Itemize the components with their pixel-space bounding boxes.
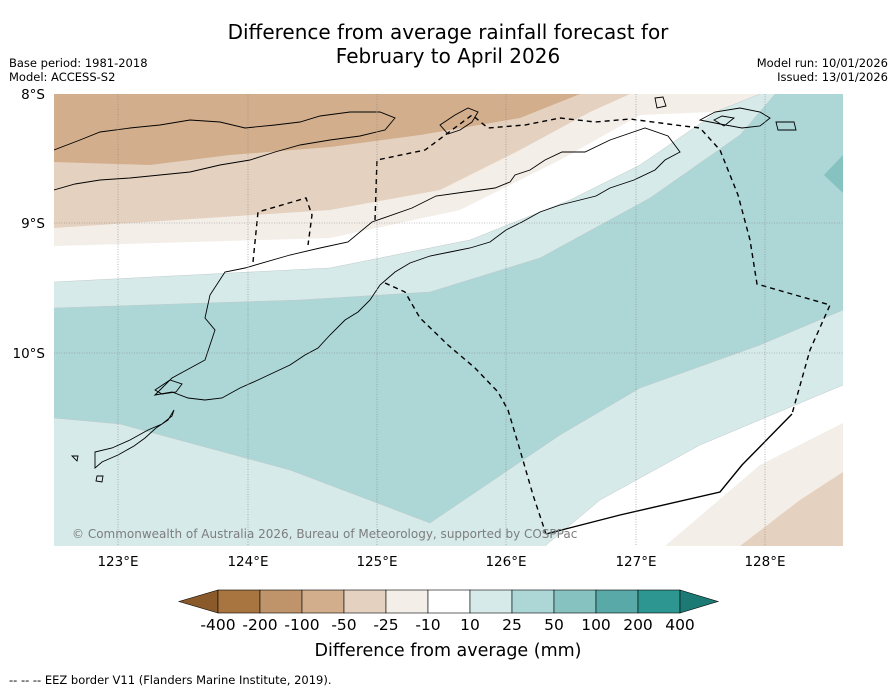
lon-label: 127°E	[615, 554, 656, 570]
colorbar-swatch-low-extend	[177, 589, 219, 614]
colorbar-tick: 50	[544, 616, 564, 634]
colorbar-swatch	[637, 589, 681, 614]
lon-label: 128°E	[744, 554, 785, 570]
island-outline-4	[775, 121, 797, 131]
chart-title: Difference from average rainfall forecas…	[0, 20, 896, 68]
lon-label: 126°E	[485, 554, 526, 570]
lat-label: 9°S	[21, 216, 45, 232]
colorbar-swatch	[469, 589, 513, 614]
coastlines	[54, 96, 797, 483]
colorbar-swatch-high-extend	[679, 589, 720, 614]
map-area: © Commonwealth of Australia 2026, Bureau…	[54, 94, 843, 546]
island-outline-2	[654, 96, 667, 109]
graticule	[54, 94, 843, 546]
colorbar-tick: -200	[242, 616, 277, 634]
model-run-date: Model run: 10/01/2026	[756, 56, 888, 70]
lat-label: 8°S	[21, 87, 45, 103]
title-line-2: February to April 2026	[335, 44, 561, 68]
colorbar-swatch	[553, 589, 597, 614]
colorbar-swatch	[343, 589, 387, 614]
island-outline-3	[713, 115, 736, 127]
colorbar-tick: 10	[460, 616, 480, 634]
colorbar-tick: 200	[623, 616, 653, 634]
wetar-coastline	[698, 107, 771, 129]
colorbar-swatch	[301, 589, 345, 614]
colorbar-tick: 400	[665, 616, 695, 634]
timor-coastline	[153, 127, 681, 401]
eez-dashed-south	[384, 282, 547, 535]
lon-label: 123°E	[97, 554, 138, 570]
band-minus50	[54, 94, 580, 165]
lon-label: 124°E	[227, 554, 268, 570]
eez-borders	[252, 114, 831, 535]
colorbar-swatch	[259, 589, 303, 614]
colorbar-tick: -25	[373, 616, 398, 634]
colorbar-ticks: -400 -200 -100 -50 -25 -10 10 25 50 100 …	[200, 616, 694, 634]
model-name: Model: ACCESS-S2	[9, 70, 116, 84]
eez-footnote: -- -- -- EEZ border V11 (Flanders Marine…	[9, 673, 332, 687]
colorbar-tick: -50	[331, 616, 356, 634]
colorbar-swatch	[511, 589, 555, 614]
eez-solid-south	[545, 413, 793, 535]
band-se-minus25	[740, 472, 843, 546]
title-line-1: Difference from average rainfall forecas…	[227, 20, 669, 44]
band-plus50	[824, 155, 843, 193]
colorbar-tick: -400	[200, 616, 235, 634]
lon-label: 125°E	[356, 554, 397, 570]
base-period: Base period: 1981-2018	[9, 56, 148, 70]
ndao-outline	[95, 475, 104, 483]
lat-label: 10°S	[13, 346, 46, 362]
longitude-labels: 123°E 124°E 125°E 126°E 127°E 128°E	[97, 554, 785, 570]
colorbar-swatch	[427, 589, 471, 614]
rote-outline	[94, 409, 175, 469]
colorbar-swatch	[217, 589, 261, 614]
colorbar-swatch	[385, 589, 429, 614]
eez-dashed-west	[252, 197, 313, 263]
colorbar-tick: -100	[284, 616, 319, 634]
colorbar-tick: -10	[415, 616, 440, 634]
semau-outline	[154, 379, 183, 395]
band-plus25	[54, 94, 843, 523]
alor-coastline	[54, 111, 396, 191]
colorbar-tick: 25	[502, 616, 522, 634]
contour-lines	[54, 94, 843, 546]
colorbar	[177, 589, 720, 614]
copyright-notice: © Commonwealth of Australia 2026, Bureau…	[72, 527, 577, 541]
colorbar-title: Difference from average (mm)	[314, 641, 582, 661]
band-sw-plus10	[54, 480, 330, 546]
colorbar-tick: 100	[581, 616, 611, 634]
ndana-outline	[70, 455, 79, 462]
model-info: Base period: 1981-2018 Model: ACCESS-S2	[9, 56, 148, 84]
eez-dashed-north	[374, 114, 831, 415]
run-info: Model run: 10/01/2026 Issued: 13/01/2026	[757, 56, 888, 84]
issued-date: Issued: 13/01/2026	[777, 70, 888, 84]
latitude-labels: 8°S 9°S 10°S	[13, 87, 46, 362]
colorbar-swatch	[595, 589, 639, 614]
